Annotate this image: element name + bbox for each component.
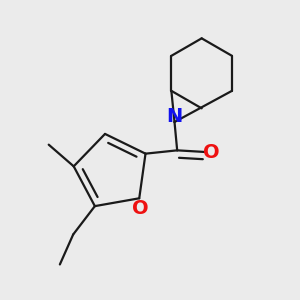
Text: O: O — [132, 199, 148, 218]
Text: O: O — [202, 143, 219, 162]
Text: N: N — [167, 106, 183, 125]
